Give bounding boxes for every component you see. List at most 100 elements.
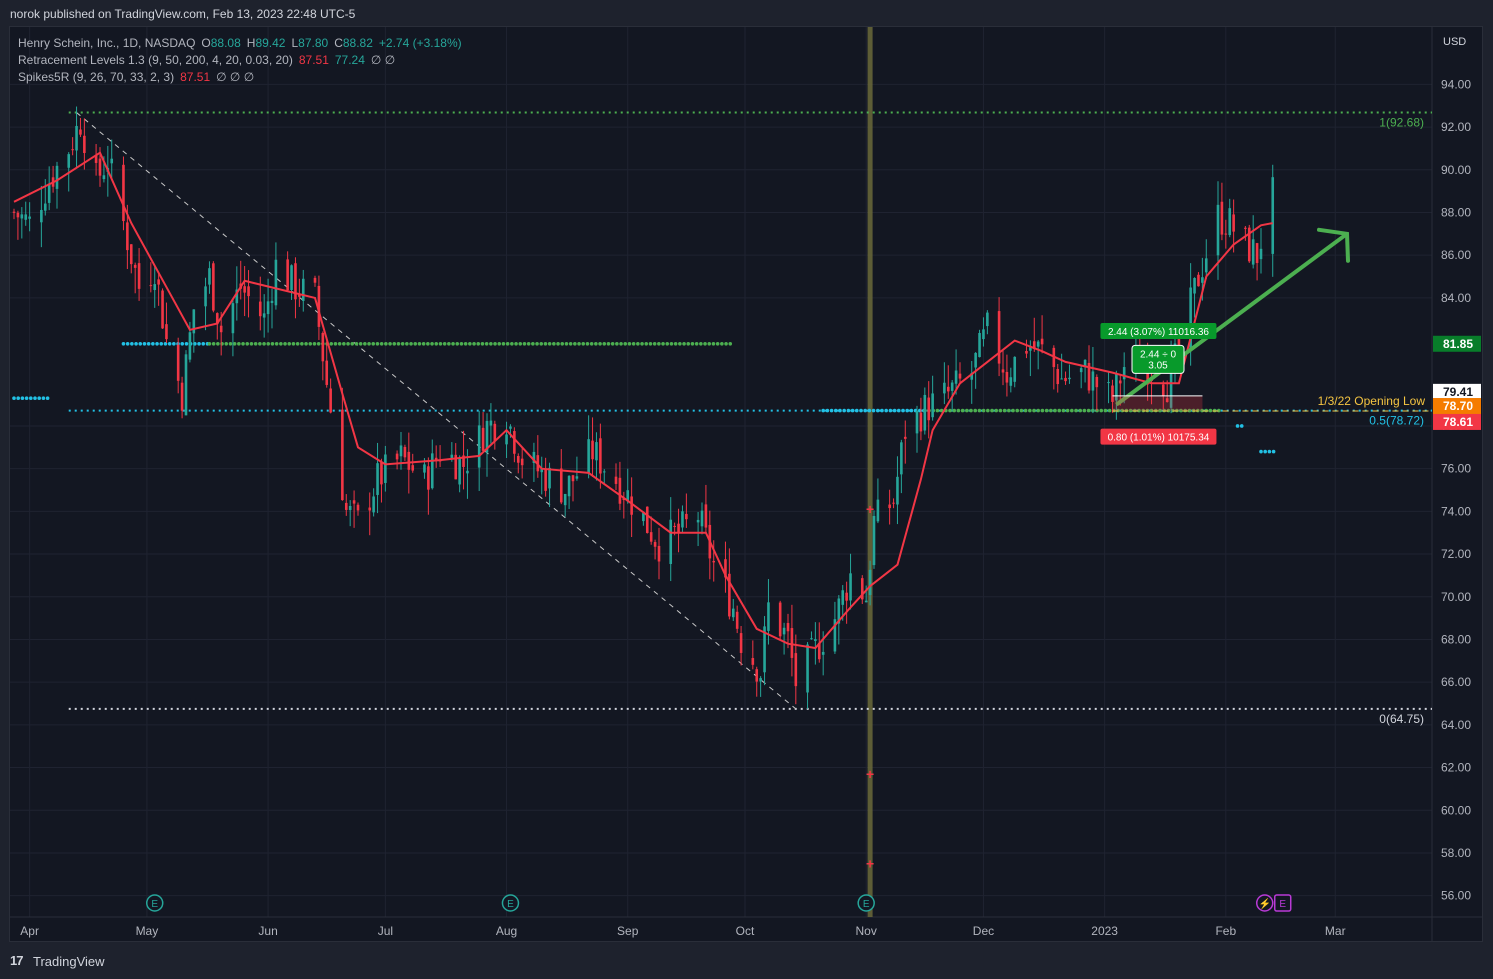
time-tick-label: 2023 <box>1091 924 1118 938</box>
trailing-stop-line <box>13 151 1273 650</box>
candle-body <box>559 468 563 503</box>
candle-body <box>98 158 102 176</box>
support-dot <box>652 341 657 346</box>
tradingview-brand[interactable]: TradingView <box>33 954 105 969</box>
earnings-marker-circle <box>857 894 875 912</box>
candle <box>481 412 485 453</box>
candle-body <box>817 642 821 660</box>
candle-body <box>129 244 133 265</box>
close-label: C <box>334 36 343 50</box>
price-axis-label-bg <box>1433 398 1481 415</box>
chart-pane[interactable]: USD94.0092.0090.0088.0086.0084.0078.0076… <box>9 26 1483 942</box>
candle <box>43 179 47 216</box>
footer: 17 TradingView <box>0 944 1493 979</box>
candle-body <box>1193 278 1196 294</box>
candle <box>430 439 434 490</box>
support-dot <box>426 341 430 346</box>
time-tick-label: Nov <box>856 924 877 938</box>
support-dot <box>720 341 724 346</box>
indicator-value-1: 87.51 <box>180 70 211 84</box>
candle-body <box>821 651 825 655</box>
support-dot <box>184 341 189 346</box>
candle-body <box>735 611 739 629</box>
support-dot <box>833 408 838 413</box>
candle-body <box>540 468 544 473</box>
candle <box>1193 277 1196 318</box>
indicator-legend-row[interactable]: Retracement Levels 1.3 (9, 50, 200, 4, 2… <box>18 52 462 69</box>
support-dot <box>207 341 212 346</box>
candle-body <box>481 427 485 451</box>
support-dot <box>829 408 834 413</box>
candle-body <box>24 214 28 220</box>
support-dot <box>1011 408 1015 413</box>
candle <box>1204 239 1208 280</box>
candle <box>1220 182 1224 241</box>
candle-body <box>845 592 848 601</box>
candle <box>1197 272 1200 287</box>
candle <box>724 541 727 593</box>
currency-label: USD <box>1443 36 1466 48</box>
candle-body <box>1189 287 1192 351</box>
support-dot <box>421 341 426 346</box>
support-dot <box>283 341 287 346</box>
support-dot <box>981 408 986 413</box>
support-dot <box>598 341 602 346</box>
candle-body <box>122 164 125 222</box>
candle <box>434 445 438 468</box>
candle-body <box>505 434 508 445</box>
candle <box>454 443 458 480</box>
candle <box>215 312 219 340</box>
candle <box>970 360 974 404</box>
support-dot <box>1074 408 1078 413</box>
symbol-name[interactable]: Henry Schein, Inc., 1D, NASDAQ <box>18 36 196 50</box>
tradingview-logo-icon[interactable]: 17 <box>10 953 24 968</box>
candle <box>438 445 442 467</box>
support-dot <box>573 341 577 346</box>
candle <box>231 300 235 357</box>
support-dot <box>602 341 607 346</box>
candle <box>262 294 266 338</box>
candle <box>653 539 657 560</box>
earnings-marker-icon: E <box>501 894 520 912</box>
candle <box>888 489 891 525</box>
support-dot <box>130 341 134 346</box>
candle <box>161 288 164 329</box>
price-chart[interactable]: USD94.0092.0090.0088.0086.0084.0078.0076… <box>10 27 1482 941</box>
candle <box>1161 380 1165 410</box>
candle-body <box>946 386 950 392</box>
symbol-legend-row[interactable]: Henry Schein, Inc., 1D, NASDAQ O88.08 H8… <box>18 35 462 52</box>
candle-body <box>599 438 602 474</box>
candle-body <box>954 370 958 384</box>
support-dot <box>1099 408 1104 413</box>
candle-body <box>728 573 731 617</box>
candle <box>919 397 923 441</box>
candle <box>192 309 196 353</box>
support-dot <box>648 341 653 346</box>
support-dot <box>846 408 851 413</box>
candle <box>1087 345 1091 394</box>
candle-body <box>1224 233 1228 235</box>
indicator-legend-row[interactable]: Spikes5R (9, 26, 70, 33, 2, 3) 87.51 ∅ ∅… <box>18 69 462 86</box>
candle-body <box>520 458 524 466</box>
candle-body <box>208 268 211 285</box>
candle <box>868 560 872 606</box>
candle-body <box>950 382 954 391</box>
support-dot <box>594 341 598 346</box>
candle-body <box>184 354 188 416</box>
chart-legend: Henry Schein, Inc., 1D, NASDAQ O88.08 H8… <box>18 35 462 86</box>
support-dot <box>333 341 338 346</box>
support-dot <box>556 341 560 346</box>
price-axis-label: 78.61 <box>1433 413 1481 430</box>
support-dot <box>724 341 728 346</box>
indicator-name[interactable]: Spikes5R (9, 26, 70, 33, 2, 3) <box>18 70 175 84</box>
support-dot <box>838 408 842 413</box>
indicator-name[interactable]: Retracement Levels 1.3 (9, 50, 200, 4, 2… <box>18 53 293 67</box>
candle <box>356 502 360 516</box>
candle <box>954 349 958 395</box>
candle <box>286 251 289 291</box>
candle-body <box>376 463 379 495</box>
candle <box>567 475 571 509</box>
candle-body <box>1232 214 1235 232</box>
candle <box>946 365 950 399</box>
candle <box>110 139 114 180</box>
